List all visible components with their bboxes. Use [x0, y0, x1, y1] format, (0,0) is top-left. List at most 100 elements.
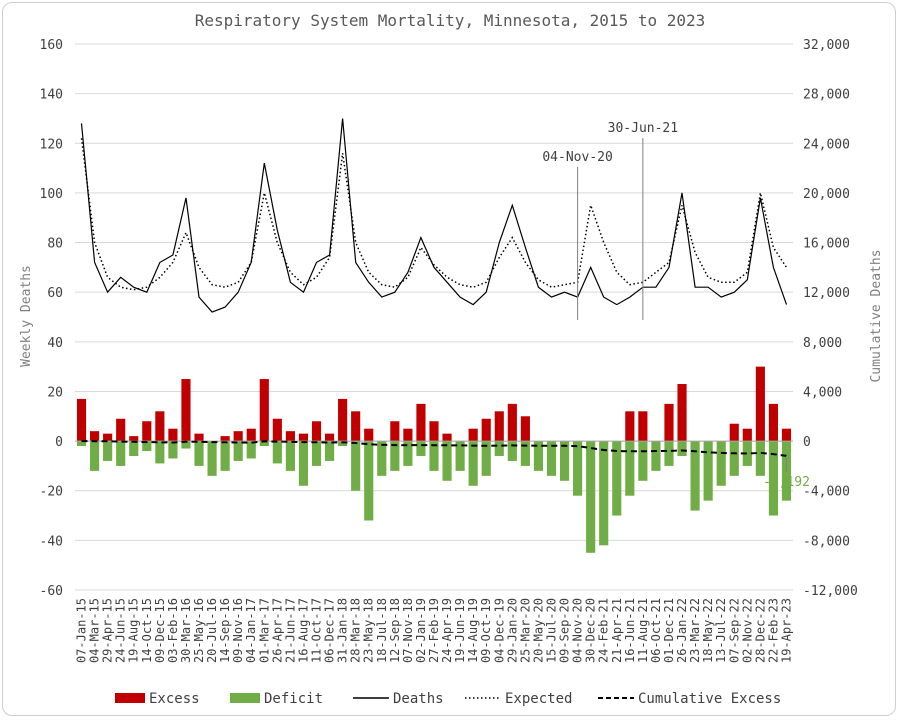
excess-bar	[298, 433, 309, 442]
deficit-bar	[742, 441, 752, 466]
x-tick-label: 09-Oct-19	[479, 598, 493, 663]
annotations: 04-Nov-20 30-Jun-21 -1,192	[542, 121, 810, 490]
excess-bar	[90, 431, 100, 442]
left-tick-labels: 160 140 120 100 80 60 40 20 0 -20 -40 -60	[40, 38, 63, 599]
x-tick-label: 30-Mar-16	[179, 598, 193, 663]
excess-bar	[168, 428, 178, 442]
x-tick-label: 19-Jun-19	[453, 598, 467, 663]
x-tick-label: 09-Sep-20	[558, 598, 572, 663]
excess-bar	[494, 411, 504, 442]
excess-bar	[76, 398, 87, 442]
x-tick-label: 23-Mar-22	[688, 598, 702, 663]
excess-bar	[129, 436, 139, 442]
expected-line	[80, 138, 788, 291]
excess-bar	[520, 416, 530, 442]
x-tick-label: 28-Dec-22	[753, 598, 767, 663]
deficit-bar	[285, 441, 295, 471]
left-tick-label: 100	[40, 187, 63, 202]
excess-bar	[259, 379, 269, 442]
x-tick-label: 21-Jun-17	[283, 598, 297, 663]
x-tick-label: 13-Jul-22	[714, 598, 728, 663]
x-tick-label: 14-Aug-19	[466, 598, 480, 663]
x-tick-label: 26-Jan-22	[675, 598, 689, 663]
excess-bar	[625, 411, 635, 442]
series-lines	[80, 118, 788, 457]
x-tick-label: 07-Nov-18	[401, 598, 415, 663]
deficit-bar	[390, 441, 400, 471]
deficit-bar	[651, 441, 661, 471]
x-tick-label: 25-May-16	[192, 598, 206, 663]
right-tick-label: 8,000	[803, 336, 842, 351]
deficit-bar	[533, 441, 544, 471]
x-tick-label: 09-Nov-16	[231, 598, 245, 663]
x-tick-label: 24-Feb-21	[597, 598, 611, 663]
cumulative-excess-line	[81, 440, 787, 457]
deficit-bar	[507, 441, 517, 461]
deficit-bar	[351, 441, 361, 491]
deficit-bar	[481, 441, 491, 476]
excess-bar	[311, 421, 322, 442]
deficit-bar	[559, 441, 570, 481]
deficit-bar	[703, 441, 713, 501]
x-tick-label: 20-May-20	[531, 598, 545, 663]
excess-bar	[181, 379, 191, 442]
excess-bar	[351, 411, 361, 442]
legend-label: Excess	[149, 691, 200, 707]
excess-bar	[481, 418, 491, 442]
x-tick-label: 06-Dec-17	[323, 598, 337, 663]
excess-bar	[233, 431, 243, 442]
x-tick-label: 18-Jul-18	[375, 598, 389, 663]
x-tick-label: 04-Jan-17	[244, 598, 258, 663]
deficit-bar	[207, 441, 217, 476]
x-tick-label: 16-Jun-21	[623, 598, 637, 663]
deficit-bar	[690, 441, 700, 511]
x-tick-label: 22-Feb-23	[766, 598, 780, 663]
deficit-bar	[116, 441, 126, 466]
deficit-bar	[311, 441, 322, 466]
right-tick-label: -12,000	[803, 584, 858, 599]
deficit-bar	[586, 441, 596, 553]
legend-label: Expected	[505, 691, 572, 707]
excess-bar	[468, 428, 478, 442]
chart-title: Respiratory System Mortality, Minnesota,…	[195, 11, 706, 30]
left-tick-label: 140	[40, 88, 63, 103]
deficit-bar	[181, 441, 191, 449]
deaths-line	[80, 118, 788, 313]
excess-bar	[364, 428, 374, 442]
x-tick-label: 16-Aug-17	[296, 598, 310, 663]
deficit-bar	[155, 441, 165, 464]
excess-bar	[781, 428, 792, 442]
deficit-bar	[599, 441, 609, 546]
excess-bar	[638, 411, 648, 442]
excess-bar	[338, 398, 348, 442]
deficit-bar	[729, 441, 739, 476]
x-tick-label: 27-Feb-19	[427, 598, 441, 663]
deficit-bar	[455, 441, 465, 471]
x-tick-label: 01-Dec-21	[662, 598, 676, 663]
left-tick-label: 0	[55, 435, 63, 450]
x-tick-label: 25-Mar-20	[518, 598, 532, 663]
excess-bar	[507, 403, 517, 442]
x-tick-label: 23-May-18	[362, 598, 376, 663]
deficit-bar	[168, 441, 178, 459]
gridlines	[75, 43, 793, 591]
x-tick-label: 24-Apr-19	[440, 598, 454, 663]
x-tick-label: 11-Aug-21	[636, 598, 650, 663]
right-tick-labels: 32,000 28,000 24,000 20,000 16,000 12,000 8,00…	[803, 38, 858, 599]
deficit-bar	[494, 441, 504, 456]
x-tick-label: 18-May-22	[701, 598, 715, 663]
excess-bar	[272, 418, 282, 442]
x-tick-label: 26-Apr-17	[270, 598, 284, 663]
legend-swatch-deficit	[230, 693, 260, 703]
x-tick-label: 15-Jul-20	[544, 598, 558, 663]
deficit-bar	[129, 441, 139, 456]
deficit-bar	[76, 441, 87, 447]
x-tick-label: 02-Nov-22	[740, 598, 754, 663]
deficit-bar	[90, 441, 100, 471]
deficit-bar	[677, 441, 687, 456]
x-tick-label: 19-Aug-15	[127, 598, 141, 663]
annotation-label: 04-Nov-20	[542, 150, 612, 165]
bars	[76, 366, 792, 553]
right-tick-label: 24,000	[803, 137, 850, 152]
x-tick-label: 02-Jan-19	[414, 598, 428, 663]
